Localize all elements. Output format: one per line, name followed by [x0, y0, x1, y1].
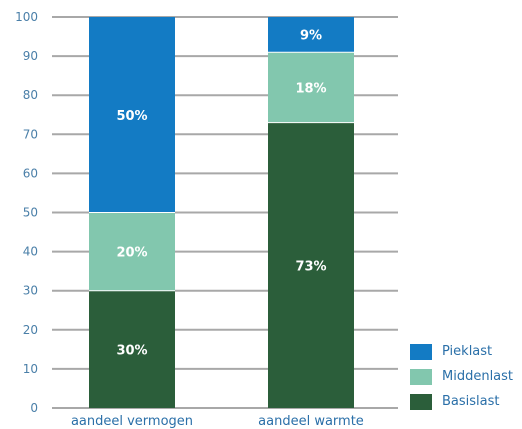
y-tick-label: 70 [23, 127, 38, 141]
legend-label: Pieklast [442, 344, 493, 359]
legend-swatch [410, 393, 432, 410]
bar-segment[interactable] [268, 122, 354, 408]
legend-swatch [410, 368, 432, 385]
y-tick-label: 80 [23, 88, 38, 102]
x-axis-categories: aandeel vermogen aandeel warmte [71, 414, 364, 429]
x-category-label: aandeel warmte [258, 414, 364, 429]
bars: 30% 20% 50% 73% 18% 9% [89, 17, 354, 408]
segment-label: 50% [116, 109, 147, 124]
y-tick-label: 60 [23, 166, 38, 180]
legend-item-middenlast[interactable]: Middenlast [410, 364, 513, 389]
y-tick-label: 20 [23, 323, 38, 337]
x-category-label: aandeel vermogen [71, 414, 193, 429]
bar-segment[interactable] [268, 52, 354, 123]
legend-label: Middenlast [442, 369, 514, 384]
bar-segment[interactable] [89, 17, 175, 213]
y-axis-ticks: 0 10 20 30 40 50 60 70 80 90 100 [15, 10, 38, 415]
bar-segment[interactable] [89, 212, 175, 291]
legend-swatch [410, 343, 432, 360]
bar-segment[interactable] [89, 290, 175, 408]
y-tick-label: 30 [23, 284, 38, 298]
segment-label: 30% [116, 343, 147, 358]
segment-label: 73% [295, 259, 326, 274]
y-tick-label: 10 [23, 362, 38, 376]
segment-label: 20% [116, 246, 147, 261]
segment-label: 9% [300, 29, 322, 44]
legend-item-basislast[interactable]: Basislast [410, 389, 513, 414]
legend-label: Basislast [442, 394, 500, 409]
y-tick-label: 0 [30, 401, 38, 415]
y-tick-label: 100 [15, 10, 38, 24]
y-tick-label: 50 [23, 206, 38, 220]
segment-label: 18% [295, 81, 326, 96]
legend: Pieklast Middenlast Basislast [410, 339, 513, 414]
bar-segment[interactable] [268, 17, 354, 53]
y-tick-label: 40 [23, 245, 38, 259]
y-tick-label: 90 [23, 49, 38, 63]
legend-item-pieklast[interactable]: Pieklast [410, 339, 513, 364]
